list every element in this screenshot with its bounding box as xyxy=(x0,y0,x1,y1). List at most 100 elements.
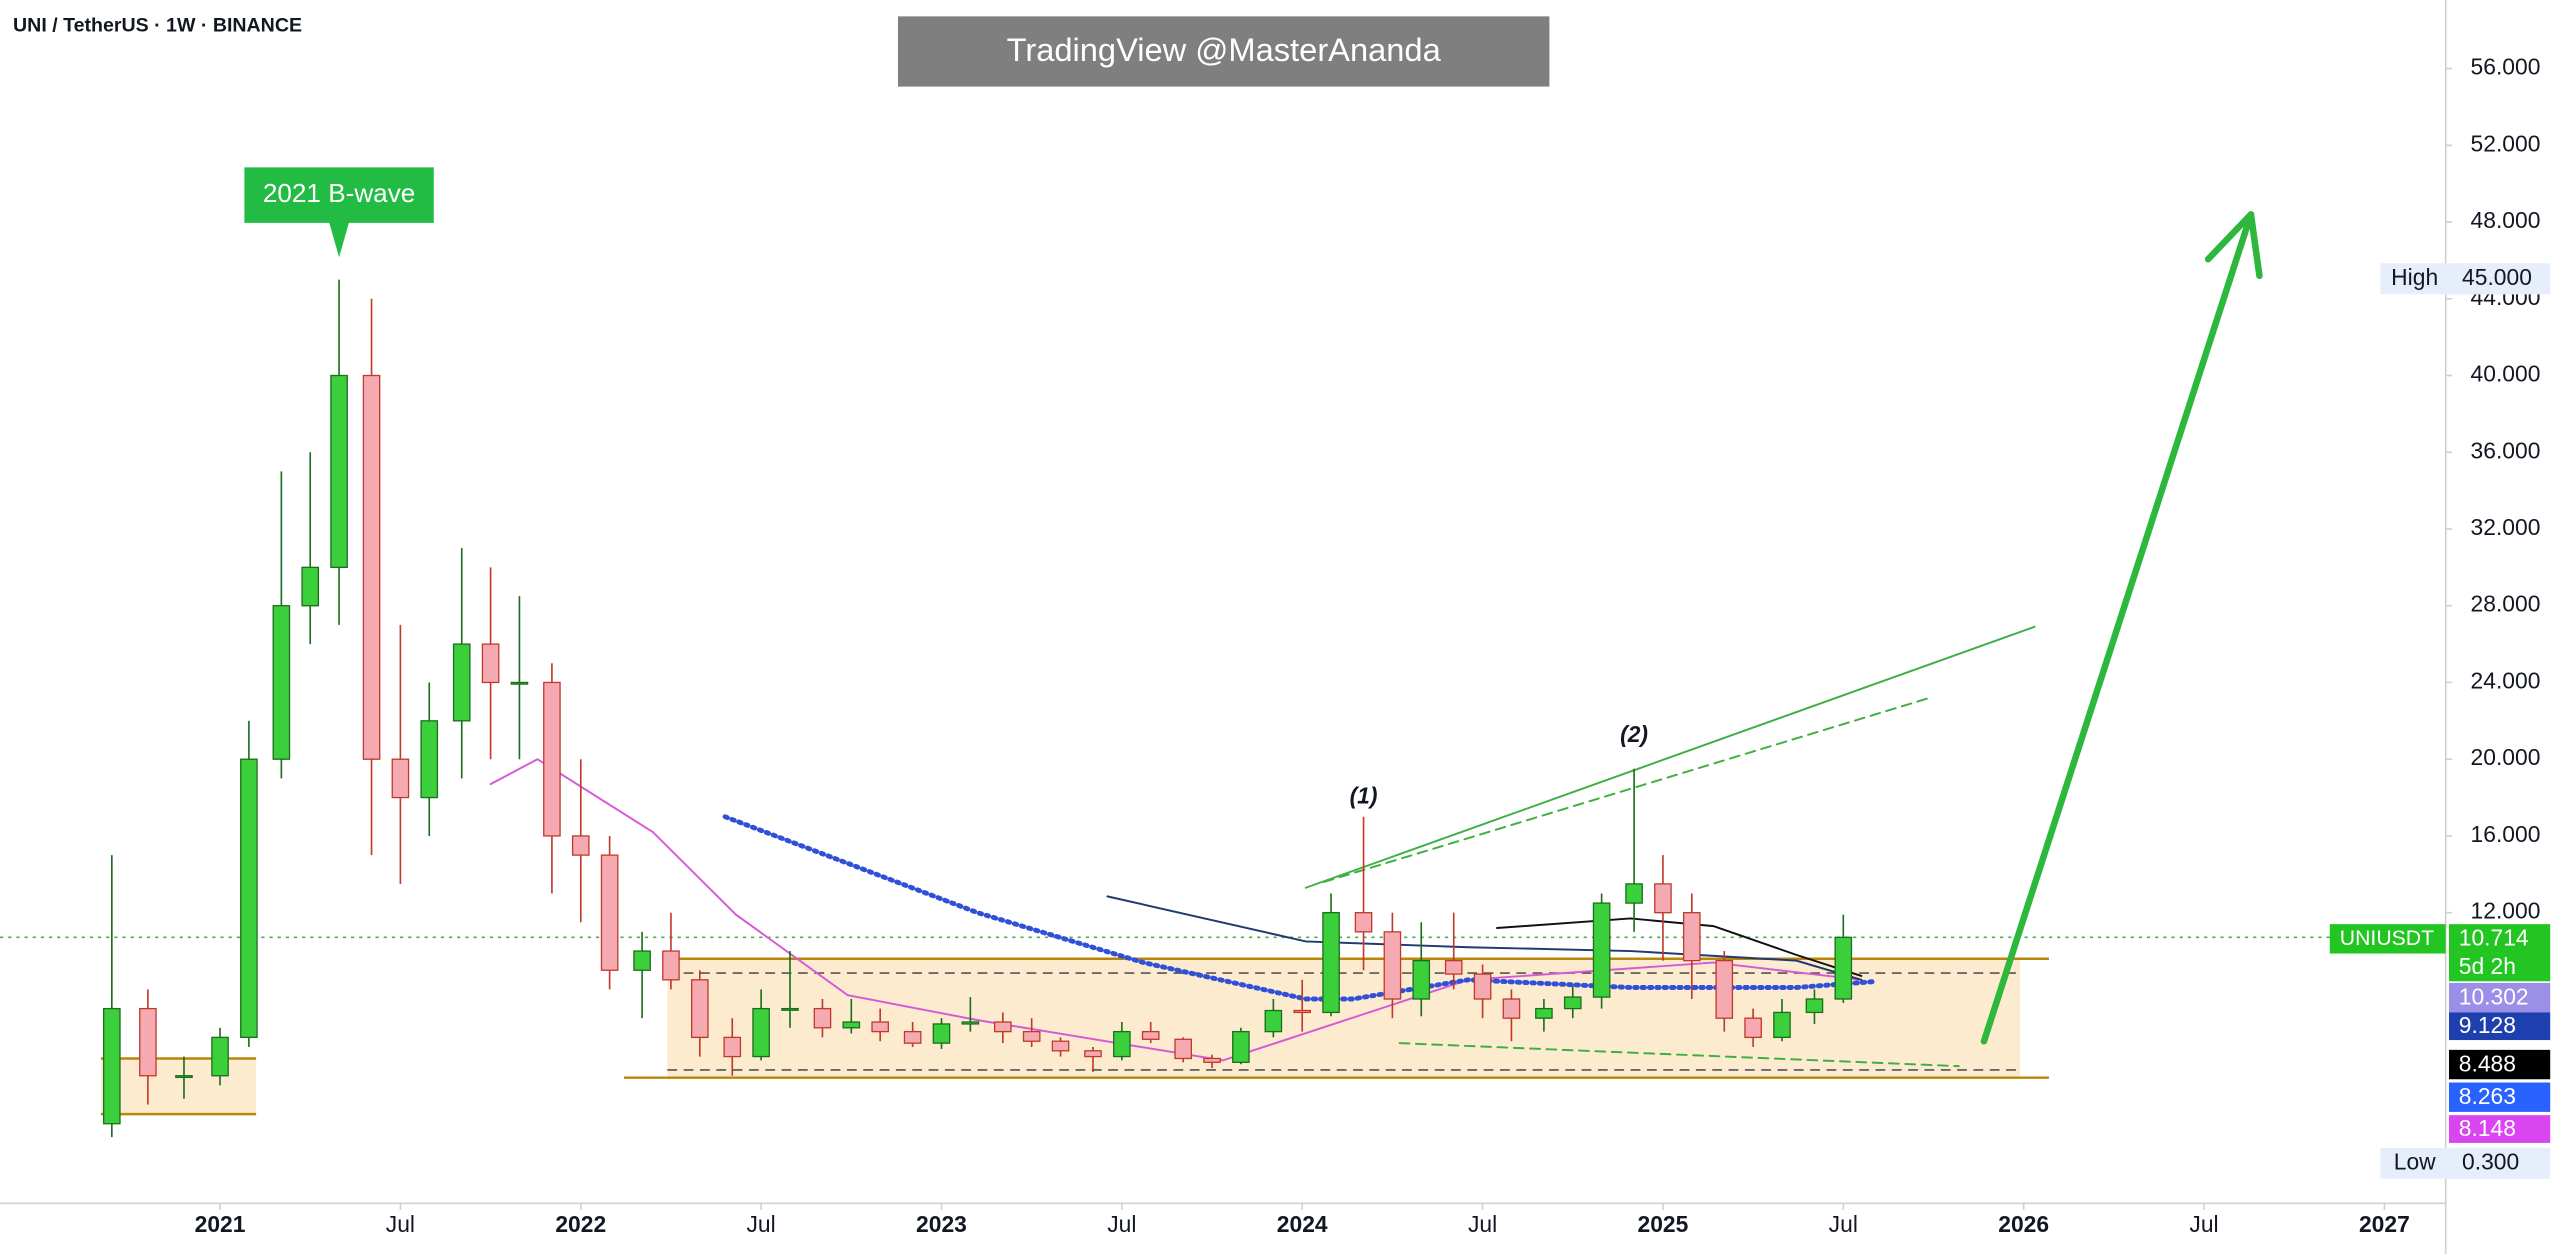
overlay-line xyxy=(722,814,1875,1002)
high_label-name: High xyxy=(2391,264,2438,290)
x-tick-label: Jul xyxy=(1468,1211,1497,1237)
candle-body xyxy=(1535,1007,1553,1019)
candle-body xyxy=(1682,912,1701,962)
candle-body xyxy=(1113,1030,1131,1058)
candle-body xyxy=(1084,1050,1102,1058)
x-tick-label: Jul xyxy=(747,1211,776,1237)
candle-body xyxy=(1174,1038,1192,1060)
candle-body xyxy=(175,1075,193,1079)
candle-body xyxy=(1473,973,1492,1000)
candle-body xyxy=(1625,883,1643,904)
price-label-box xyxy=(2448,982,2551,1013)
candle-body xyxy=(993,1021,1012,1033)
candle-body xyxy=(1563,996,1582,1010)
symbol-label: UNIUSDT xyxy=(2340,927,2434,950)
candle-body xyxy=(330,374,348,569)
price-label: 5d 2h xyxy=(2459,953,2516,979)
y-tick-label: 48.000 xyxy=(2471,207,2541,233)
candle-body xyxy=(1744,1017,1762,1039)
candle-body xyxy=(690,979,709,1039)
candle-body xyxy=(1293,1009,1312,1014)
arrow-shaft xyxy=(1980,211,2255,1045)
price-label: 10.714 xyxy=(2459,925,2529,951)
candle-body xyxy=(1654,883,1672,914)
overlay-line xyxy=(1106,895,1863,981)
callout-text: 2021 B-wave xyxy=(263,178,415,208)
candle-body xyxy=(1834,936,1853,1000)
y-tick-label: 56.000 xyxy=(2471,54,2541,80)
candle-body xyxy=(1444,959,1463,975)
price-label: 8.263 xyxy=(2459,1083,2516,1109)
wave-label: (1) xyxy=(1350,783,1378,809)
symbol-label-box xyxy=(2329,924,2446,954)
candle-body xyxy=(903,1030,922,1044)
candle-body xyxy=(1773,1011,1791,1039)
x-tick-label: 2022 xyxy=(555,1211,606,1237)
candle-body xyxy=(272,605,291,760)
high_label-value-box xyxy=(2448,263,2551,295)
price-label-box xyxy=(2448,924,2551,954)
y-tick-label: 24.000 xyxy=(2471,667,2541,693)
candle-body xyxy=(452,643,471,722)
price-label: 8.148 xyxy=(2459,1115,2516,1141)
low_label-value: 0.300 xyxy=(2462,1148,2519,1174)
overlay-line xyxy=(1398,1042,1960,1068)
price-label: 9.128 xyxy=(2459,1012,2516,1038)
candle-body xyxy=(1022,1030,1041,1042)
y-tick-label: 20.000 xyxy=(2471,744,2541,770)
candle-body xyxy=(633,950,651,971)
callout-box xyxy=(244,167,434,258)
y-tick-label: 12.000 xyxy=(2471,898,2541,924)
candle-body xyxy=(510,681,529,685)
candle-body xyxy=(1141,1030,1160,1040)
x-tick-label: 2027 xyxy=(2359,1211,2410,1237)
price-label-box xyxy=(2448,1049,2551,1080)
candle-body xyxy=(1203,1057,1221,1063)
candle-body xyxy=(420,720,439,799)
candle-body xyxy=(391,758,410,799)
high_label-value: 45.000 xyxy=(2462,264,2532,290)
overlay-line xyxy=(1322,696,1931,883)
candle-body xyxy=(1322,912,1340,1014)
candle-body xyxy=(1383,931,1402,1000)
candle-body xyxy=(211,1036,229,1077)
y-tick-label: 16.000 xyxy=(2471,821,2541,847)
candle-body xyxy=(781,1007,799,1011)
price-label-box xyxy=(2448,1115,2551,1143)
x-tick-label: 2026 xyxy=(1998,1211,2049,1237)
candle-body xyxy=(139,1007,157,1077)
candle-body xyxy=(543,681,561,837)
candle-body xyxy=(240,758,258,1039)
candle-body xyxy=(481,643,500,684)
chart-title: UNI / TetherUS · 1W · BINANCE xyxy=(13,14,302,36)
low_label-name: Low xyxy=(2394,1148,2436,1174)
candle-body xyxy=(932,1023,951,1044)
x-tick-label: 2023 xyxy=(916,1211,967,1237)
x-tick-label: Jul xyxy=(1829,1211,1858,1237)
candle-body xyxy=(600,854,619,971)
x-tick-label: 2021 xyxy=(195,1211,246,1237)
arrow-head xyxy=(2204,211,2263,280)
x-tick-label: Jul xyxy=(1107,1211,1136,1237)
candle-body xyxy=(103,1007,121,1125)
candle-body xyxy=(301,566,320,607)
overlay-line xyxy=(1304,625,2036,889)
candle-body xyxy=(1592,902,1611,998)
candle-body xyxy=(1232,1030,1250,1063)
overlay-line xyxy=(489,758,1863,1062)
wave-label: (2) xyxy=(1620,721,1648,747)
x-tick-label: 2024 xyxy=(1277,1211,1328,1237)
candle-body xyxy=(1805,998,1824,1014)
candle-body xyxy=(871,1021,889,1033)
candle-body xyxy=(662,950,680,981)
candle-body xyxy=(813,1007,832,1029)
candle-body xyxy=(842,1021,861,1029)
candle-body xyxy=(1354,912,1373,933)
candle-body xyxy=(752,1007,770,1058)
y-tick-label: 40.000 xyxy=(2471,361,2541,387)
candle-body xyxy=(1051,1040,1070,1052)
y-tick-label: 52.000 xyxy=(2471,130,2541,156)
candle-body xyxy=(362,374,381,760)
